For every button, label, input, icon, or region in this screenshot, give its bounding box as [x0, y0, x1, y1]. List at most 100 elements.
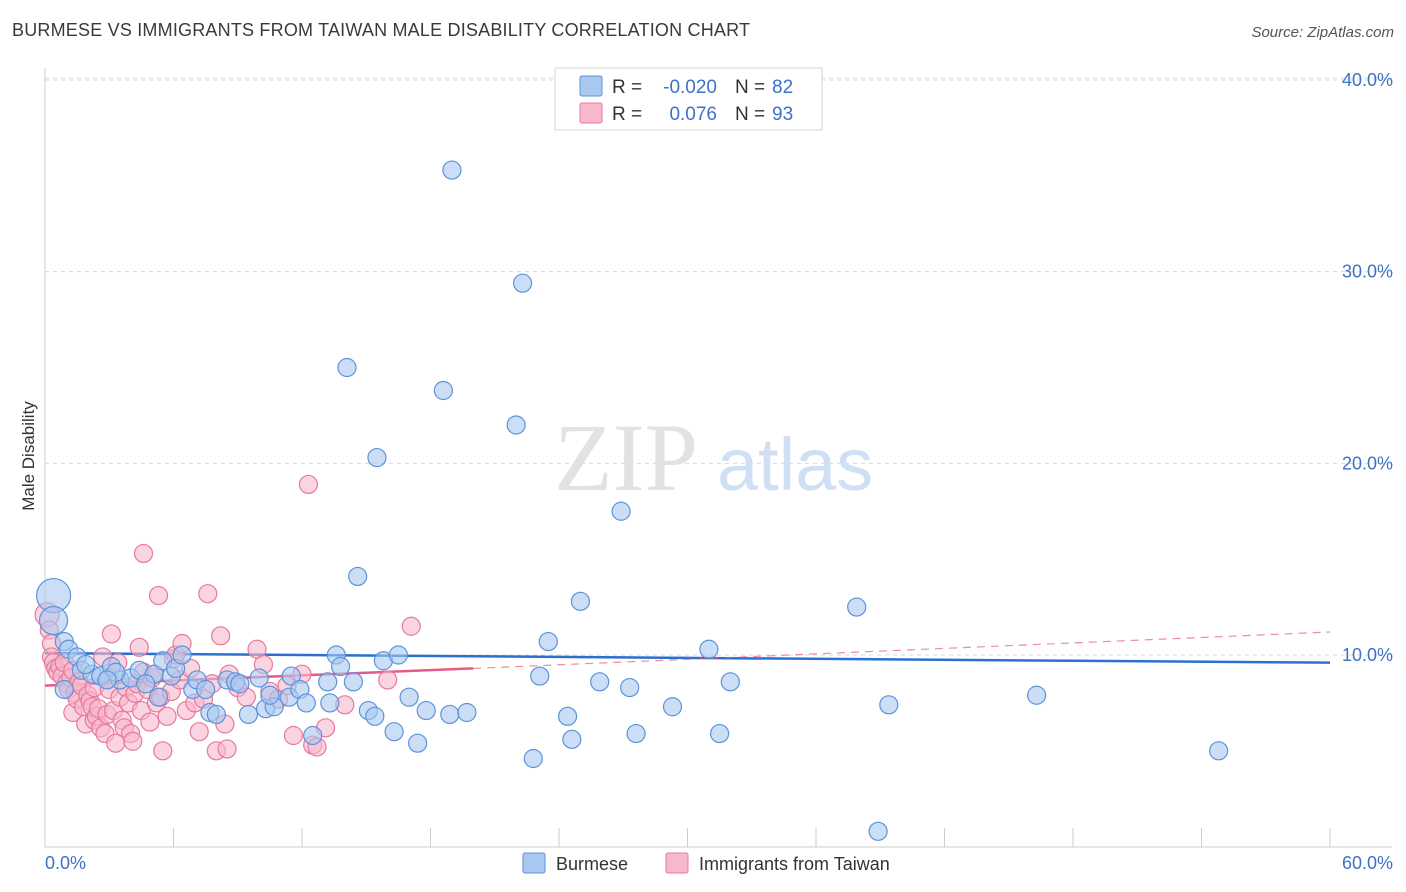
burmese-point	[365, 706, 385, 726]
legend-n-value-blue: 82	[772, 77, 793, 98]
burmese-point	[416, 700, 436, 721]
burmese-point	[879, 695, 899, 715]
y-tick-label: 30.0%	[1342, 262, 1393, 282]
burmese-point	[530, 666, 550, 686]
y-axis-title: Male Disability	[19, 401, 38, 511]
burmese-point	[620, 677, 640, 698]
taiwan-point	[133, 543, 154, 564]
burmese-point	[562, 729, 582, 749]
burmese-point	[343, 672, 363, 692]
burmese-point	[440, 704, 460, 725]
taiwan-point	[153, 741, 173, 761]
taiwan-point	[129, 637, 149, 657]
burmese-point	[611, 501, 631, 521]
legend-swatch-blue	[579, 75, 603, 97]
burmese-point	[523, 748, 543, 769]
burmese-point	[136, 674, 156, 694]
burmese-point	[699, 639, 719, 659]
taiwan-point	[378, 670, 398, 690]
burmese-point	[868, 821, 888, 841]
burmese-point	[172, 645, 192, 665]
burmese-point	[367, 447, 387, 468]
taiwan-trend-extension	[473, 631, 1331, 670]
taiwan-point	[101, 624, 121, 644]
x-tick-label-max: 60.0%	[1342, 853, 1393, 873]
taiwan-point	[198, 584, 218, 604]
watermark: ZIP atlas	[554, 404, 873, 511]
axes	[44, 68, 1392, 848]
taiwan-point	[123, 731, 143, 751]
legend-r-label-blue: R =	[612, 77, 642, 98]
gridlines	[44, 77, 1392, 847]
burmese-point	[249, 668, 269, 688]
legend-n-label-pink: N =	[735, 104, 765, 125]
burmese-point	[318, 672, 338, 692]
legend-box: R = -0.020 N = 82 R = 0.076 N = 93	[554, 67, 823, 131]
taiwan-point	[148, 585, 169, 606]
burmese-point	[847, 597, 867, 617]
burmese-point	[320, 693, 340, 713]
burmese-point	[97, 670, 117, 690]
burmese-point	[196, 679, 216, 700]
burmese-point	[281, 666, 301, 686]
taiwan-point	[298, 474, 319, 495]
bottom-legend-swatch-pink	[665, 852, 689, 874]
bottom-legend-swatch-blue	[522, 852, 546, 874]
legend-n-value-pink: 93	[772, 104, 793, 125]
watermark-atlas: atlas	[717, 423, 873, 506]
burmese-point	[506, 415, 526, 435]
bottom-legend-label-pink: Immigrants from Taiwan	[699, 854, 890, 874]
burmese-point	[230, 674, 250, 694]
legend-r-value-pink: 0.076	[669, 104, 717, 125]
taiwan-point	[217, 739, 237, 759]
x-tick-label-min: 0.0%	[45, 853, 86, 873]
y-tick-label: 10.0%	[1342, 645, 1393, 665]
taiwan-point	[401, 616, 421, 636]
burmese-point	[710, 723, 730, 744]
taiwan-point	[189, 722, 209, 742]
burmese-point	[408, 733, 428, 753]
y-tick-label: 20.0%	[1342, 453, 1393, 473]
taiwan-point	[211, 626, 231, 646]
burmese-point	[260, 685, 280, 705]
burmese-point	[590, 672, 610, 692]
burmese-point	[303, 725, 323, 746]
burmese-point	[384, 722, 404, 742]
burmese-point	[330, 656, 351, 677]
burmese-point	[512, 273, 533, 293]
legend-swatch-pink	[579, 102, 603, 124]
data-points	[34, 160, 1229, 841]
burmese-point	[148, 687, 169, 707]
watermark-zip: ZIP	[554, 404, 698, 511]
bottom-legend-label-blue: Burmese	[556, 854, 628, 874]
legend-r-value-blue: -0.020	[663, 77, 717, 98]
burmese-point	[348, 566, 368, 587]
burmese-point	[337, 357, 357, 378]
burmese-point	[388, 645, 408, 665]
burmese-point	[433, 380, 453, 401]
burmese-point	[296, 693, 316, 713]
burmese-point	[1026, 685, 1047, 705]
legend-r-label-pink: R =	[612, 104, 642, 125]
burmese-point	[720, 672, 740, 692]
burmese-point	[538, 631, 558, 652]
burmese-point	[557, 706, 578, 726]
burmese-point	[1209, 741, 1229, 761]
burmese-point	[54, 679, 74, 700]
burmese-point	[238, 704, 259, 725]
source-label: Source: ZipAtlas.com	[1251, 24, 1394, 41]
burmese-point	[38, 605, 69, 636]
taiwan-point	[140, 712, 160, 732]
y-tick-label: 40.0%	[1342, 70, 1393, 90]
burmese-point	[399, 687, 419, 707]
burmese-point	[442, 160, 462, 180]
taiwan-point	[283, 725, 304, 746]
tick-labels: 10.0% 20.0% 30.0% 40.0% 0.0% 60.0%	[45, 70, 1393, 873]
bottom-legend: Burmese Immigrants from Taiwan	[522, 852, 890, 874]
chart-title: BURMESE VS IMMIGRANTS FROM TAIWAN MALE D…	[12, 20, 751, 40]
legend-n-label-blue: N =	[735, 77, 765, 98]
burmese-point	[662, 697, 683, 717]
taiwan-point	[157, 706, 177, 726]
burmese-point	[457, 702, 477, 723]
